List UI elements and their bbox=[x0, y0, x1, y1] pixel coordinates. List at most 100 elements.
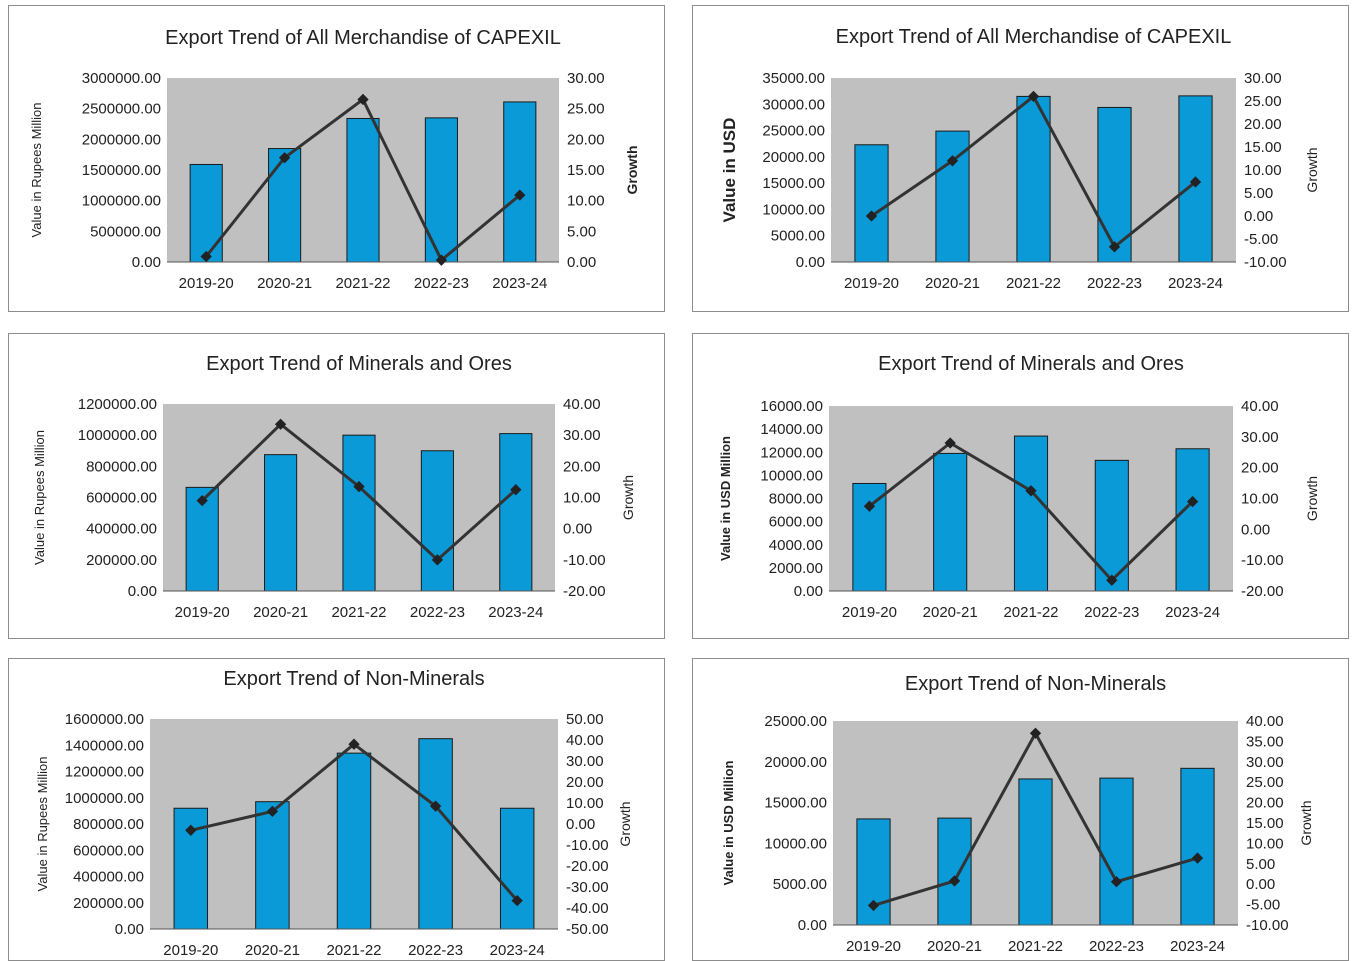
x-tick-label: 2019-20 bbox=[844, 275, 899, 292]
x-tick-label: 2023-24 bbox=[1168, 275, 1223, 292]
y2-tick-label: 0.00 bbox=[563, 521, 592, 538]
x-tick-label: 2023-24 bbox=[488, 604, 543, 621]
y2-tick-label: 30.00 bbox=[566, 753, 604, 770]
x-tick-label: 2021-22 bbox=[1003, 604, 1058, 621]
y-tick-label: 16000.00 bbox=[760, 398, 823, 415]
y2-axis-title: Growth bbox=[620, 475, 636, 520]
growth-point bbox=[514, 189, 526, 201]
chart-panel-minerals-ores-rupees: Export Trend of Minerals and Ores 0.00 200… bbox=[8, 333, 665, 639]
y-tick-label: 10000.00 bbox=[760, 467, 823, 484]
chart-svg: Export Trend of Non-Minerals 0.00 200000.0… bbox=[35, 668, 633, 959]
y2-tick-label: 5.00 bbox=[567, 223, 596, 240]
bar bbox=[1180, 767, 1215, 926]
y2-tick-label: 50.00 bbox=[566, 711, 604, 728]
y-tick-label: 0.00 bbox=[796, 254, 825, 271]
chart-title: Export Trend of Non-Minerals bbox=[905, 673, 1166, 695]
x-tick-label: 2020-21 bbox=[245, 942, 300, 959]
y-tick-label: 10000.00 bbox=[764, 835, 827, 852]
chart-svg: Export Trend of All Merchandise of CAPEX… bbox=[29, 27, 640, 292]
bar bbox=[189, 163, 223, 263]
bar bbox=[854, 144, 889, 263]
y-tick-label: 0.00 bbox=[794, 583, 823, 600]
y-tick-label: 35000.00 bbox=[762, 70, 825, 87]
y-tick-label: 2000.00 bbox=[769, 560, 823, 577]
y2-tick-label: -10.00 bbox=[566, 837, 609, 854]
chart-title: Export Trend of Minerals and Ores bbox=[206, 353, 512, 375]
y2-tick-label: 5.00 bbox=[1244, 185, 1273, 202]
y2-tick-label: -5.00 bbox=[1246, 897, 1280, 914]
growth-point bbox=[1110, 876, 1123, 888]
chart-title: Export Trend of All Merchandise of CAPEX… bbox=[836, 26, 1232, 48]
y-axis-title: Value in USD bbox=[720, 118, 739, 223]
y-tick-label: 15000.00 bbox=[762, 175, 825, 192]
x-tick-label: 2023-24 bbox=[1165, 604, 1220, 621]
x-tick-label: 2020-21 bbox=[257, 275, 312, 292]
y2-tick-label: -10.00 bbox=[1244, 254, 1287, 271]
y-tick-label: 20000.00 bbox=[764, 754, 827, 771]
chart-panel-non-minerals-usd: Export Trend of Non-Minerals 0.00 5000.00 1… bbox=[692, 658, 1349, 961]
y2-tick-label: 40.00 bbox=[1246, 713, 1284, 730]
y-tick-label: 6000.00 bbox=[769, 514, 823, 531]
y2-tick-label: -10.00 bbox=[1241, 552, 1284, 569]
y-tick-label: 1000000.00 bbox=[78, 427, 157, 444]
y-tick-label: 0.00 bbox=[128, 583, 157, 600]
y2-tick-label: 15.00 bbox=[567, 162, 605, 179]
bar bbox=[1175, 448, 1210, 592]
chart-panel-all-merchandise-usd: Export Trend of All Merchandise of CAPEX… bbox=[692, 5, 1349, 312]
y-tick-label: 25000.00 bbox=[764, 713, 827, 730]
y-tick-label: 10000.00 bbox=[762, 201, 825, 218]
y2-tick-label: 0.00 bbox=[1246, 876, 1275, 893]
y-tick-label: 2500000.00 bbox=[82, 101, 161, 118]
y2-tick-label: 35.00 bbox=[1246, 733, 1284, 750]
bar bbox=[346, 117, 380, 263]
chart-panel-all-merchandise-rupees: Export Trend of All Merchandise of CAPEX… bbox=[8, 5, 665, 312]
x-tick-label: 2022-23 bbox=[1089, 938, 1144, 955]
y2-axis-title: Growth bbox=[624, 146, 640, 195]
x-tick-label: 2019-20 bbox=[179, 275, 234, 292]
y-tick-label: 0.00 bbox=[798, 917, 827, 934]
y2-tick-label: 10.00 bbox=[563, 490, 601, 507]
y2-tick-label: 0.00 bbox=[1244, 208, 1273, 225]
y-tick-label: 1600000.00 bbox=[65, 711, 144, 728]
y-tick-label: 5000.00 bbox=[771, 228, 825, 245]
y-tick-label: 500000.00 bbox=[90, 223, 161, 240]
bar bbox=[268, 148, 302, 263]
growth-point bbox=[1025, 485, 1037, 497]
y-tick-label: 1000000.00 bbox=[82, 193, 161, 210]
y-axis-title: Value in USD Million bbox=[721, 760, 736, 885]
y2-axis-title: Growth bbox=[1304, 147, 1320, 192]
x-tick-label: 2022-23 bbox=[1084, 604, 1139, 621]
y-tick-label: 2000000.00 bbox=[82, 131, 161, 148]
x-tick-label: 2023-24 bbox=[1170, 938, 1225, 955]
bar bbox=[420, 450, 454, 592]
x-tick-label: 2019-20 bbox=[846, 938, 901, 955]
bar bbox=[264, 454, 298, 592]
chart-title: Export Trend of Minerals and Ores bbox=[878, 353, 1184, 375]
growth-point bbox=[353, 480, 365, 493]
x-tick-label: 2019-20 bbox=[175, 604, 230, 621]
x-tick-label: 2019-20 bbox=[842, 604, 897, 621]
y2-tick-label: -30.00 bbox=[566, 879, 609, 896]
bar bbox=[1013, 435, 1049, 592]
x-tick-label: 2020-21 bbox=[253, 604, 308, 621]
y2-tick-label: 20.00 bbox=[1241, 460, 1279, 477]
y2-tick-label: 5.00 bbox=[1246, 856, 1275, 873]
growth-point bbox=[429, 800, 442, 812]
y2-tick-label: 0.00 bbox=[1241, 521, 1270, 538]
x-tick-label: 2022-23 bbox=[1087, 275, 1142, 292]
y2-tick-label: -10.00 bbox=[1246, 917, 1289, 934]
x-tick-label: 2021-22 bbox=[335, 275, 390, 292]
y2-tick-label: 30.00 bbox=[563, 427, 601, 444]
y2-tick-label: 40.00 bbox=[1241, 398, 1279, 415]
y2-tick-label: 25.00 bbox=[1246, 774, 1284, 791]
y2-tick-label: -5.00 bbox=[1244, 231, 1278, 248]
y2-axis-title: Growth bbox=[1304, 476, 1320, 521]
chart-svg: Export Trend of Non-Minerals 0.00 5000.00 1… bbox=[721, 673, 1314, 955]
y2-tick-label: -40.00 bbox=[566, 900, 609, 917]
x-tick-label: 2022-23 bbox=[414, 275, 469, 292]
bar bbox=[418, 738, 453, 930]
growth-point bbox=[1108, 241, 1121, 253]
y2-tick-label: 20.00 bbox=[567, 131, 605, 148]
y2-tick-label: 10.00 bbox=[1241, 491, 1279, 508]
x-tick-label: 2023-24 bbox=[490, 942, 545, 959]
